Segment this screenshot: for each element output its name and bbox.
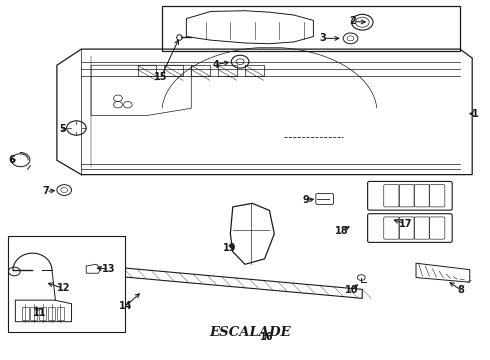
Text: 4: 4 [212,59,219,69]
Text: 3: 3 [320,33,326,43]
Bar [22,307,28,320]
Text: 12: 12 [56,283,70,293]
Bar [245,65,264,76]
Bar [48,307,55,320]
Bar [162,6,460,51]
Bar [30,307,37,320]
Text: 17: 17 [398,219,412,229]
Text: 9: 9 [303,195,310,205]
Bar [39,307,46,320]
Text: 19: 19 [222,243,236,253]
Bar [191,65,210,76]
Text: 1: 1 [472,109,479,119]
Bar [164,65,183,76]
Bar [218,65,237,76]
Text: 7: 7 [43,186,49,197]
Text: 13: 13 [102,264,116,274]
Bar [57,307,64,320]
Text: 10: 10 [345,285,358,295]
Text: 14: 14 [119,301,132,311]
Text: 11: 11 [33,308,47,318]
Bar [8,235,125,332]
Text: 2: 2 [349,17,356,27]
Text: ESCALADE: ESCALADE [209,326,291,339]
Text: 8: 8 [458,285,465,295]
Text: 15: 15 [154,72,168,82]
Text: 5: 5 [59,124,66,134]
Text: 18: 18 [335,226,348,236]
Text: 6: 6 [8,155,15,165]
Bar [138,65,156,76]
Text: 16: 16 [260,332,274,342]
